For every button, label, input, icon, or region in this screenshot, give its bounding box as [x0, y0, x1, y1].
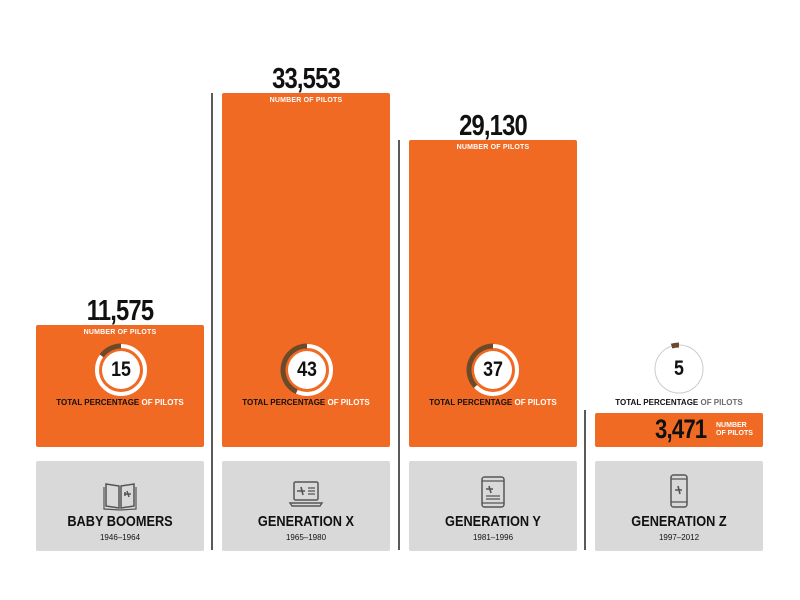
ring-graphic [95, 343, 147, 396]
percent-caption-part-a: TOTAL PERCENTAGE [242, 398, 326, 407]
value-caption-baby-boomers: NUMBER OF PILOTS [83, 328, 157, 336]
percent-caption-generation-z: TOTAL PERCENTAGE OF PILOTS [595, 398, 763, 407]
category-name-generation-y: GENERATION Y [445, 513, 541, 530]
ring-arc-generation-y [466, 343, 494, 389]
percent-caption-part-a: TOTAL PERCENTAGE [56, 398, 140, 407]
book-plane-icon [103, 483, 137, 511]
percent-caption-part-b: OF PILOTS [512, 398, 557, 407]
percent-caption-part-b: OF PILOTS [325, 398, 370, 407]
percent-caption-generation-y: TOTAL PERCENTAGE OF PILOTS [409, 398, 577, 407]
category-card-generation-z: GENERATION Z 1997–2012 [595, 461, 763, 551]
laptop-plane-icon [288, 481, 324, 507]
tablet-plane-icon [481, 476, 505, 508]
phone-plane-icon [670, 474, 688, 508]
category-years-generation-z: 1997–2012 [658, 533, 700, 542]
percent-value-baby-boomers: 15 [111, 358, 131, 381]
divider-1 [211, 93, 213, 550]
percent-ring-generation-z: 5 [651, 341, 707, 397]
divider-2 [398, 140, 400, 550]
value-caption-line-2: OF PILOTS [716, 430, 753, 437]
category-years-generation-y: 1981–1996 [472, 533, 514, 542]
bar-generation-z [595, 413, 763, 447]
value-label-baby-boomers: 11,575 [86, 294, 154, 327]
category-card-generation-x: GENERATION X 1965–1980 [222, 461, 390, 551]
value-label-generation-z: 3,471 [655, 414, 707, 444]
percent-caption-part-b: OF PILOTS [139, 398, 184, 407]
percent-caption-part-a: TOTAL PERCENTAGE [615, 398, 699, 407]
percent-ring-baby-boomers: 15 [93, 342, 149, 398]
percent-ring-generation-x: 43 [279, 342, 335, 398]
category-name-generation-x: GENERATION X [257, 513, 355, 530]
percent-caption-part-a: TOTAL PERCENTAGE [429, 398, 513, 407]
value-caption-generation-z: NUMBER OF PILOTS [716, 422, 753, 438]
category-card-baby-boomers: BABY BOOMERS 1946–1964 [36, 461, 204, 551]
category-name-generation-z: GENERATION Z [631, 513, 727, 530]
category-years-generation-x: 1965–1980 [285, 533, 327, 542]
category-card-generation-y: GENERATION Y 1981–1996 [409, 461, 577, 551]
divider-3 [584, 410, 586, 550]
value-caption-generation-x: NUMBER OF PILOTS [269, 97, 343, 104]
percent-caption-part-b: OF PILOTS [698, 398, 743, 407]
ring-graphic [280, 343, 333, 396]
ring-arc-baby-boomers [99, 343, 122, 358]
ring-arc-generation-z [670, 342, 680, 349]
ring-arc-generation-x [280, 343, 308, 394]
value-caption-line-1: NUMBER [716, 422, 747, 429]
ring-graphic [654, 342, 704, 394]
value-label-generation-y: 29,130 [459, 109, 528, 142]
percent-caption-generation-x: TOTAL PERCENTAGE OF PILOTS [222, 398, 390, 407]
percent-value-generation-z: 5 [674, 357, 684, 380]
category-name-baby-boomers: BABY BOOMERS [67, 513, 173, 530]
ring-graphic [466, 343, 519, 396]
percent-value-generation-y: 37 [483, 358, 503, 381]
category-years-baby-boomers: 1946–1964 [99, 533, 141, 542]
percent-caption-baby-boomers: TOTAL PERCENTAGE OF PILOTS [36, 398, 204, 407]
percent-ring-generation-y: 37 [465, 342, 521, 398]
value-label-generation-x: 33,553 [272, 63, 341, 95]
value-caption-generation-y: NUMBER OF PILOTS [456, 143, 530, 151]
percent-value-generation-x: 43 [297, 358, 317, 381]
